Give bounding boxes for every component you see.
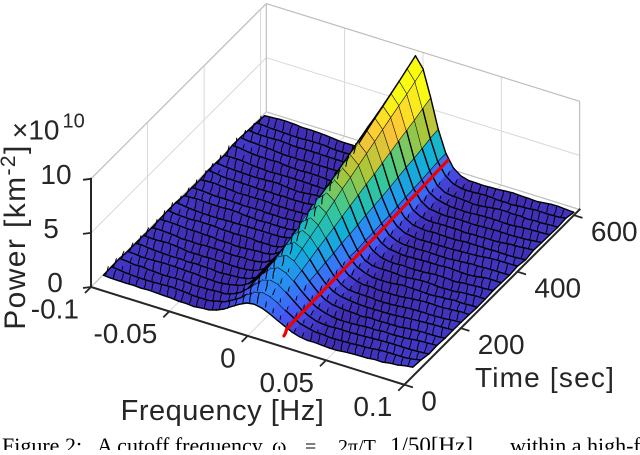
svg-text:A cutoff frequency: A cutoff frequency bbox=[97, 433, 263, 450]
svg-text:10: 10 bbox=[40, 159, 71, 190]
svg-text:200: 200 bbox=[478, 329, 525, 360]
svg-text:within a high-fre: within a high-fre bbox=[510, 433, 640, 450]
svg-text:0.05: 0.05 bbox=[260, 367, 315, 398]
svg-text:ω: ω bbox=[272, 433, 286, 450]
svg-text:1/50[Hz]: 1/50[Hz] bbox=[390, 433, 473, 450]
svg-text:400: 400 bbox=[534, 273, 581, 304]
svg-text:0.1: 0.1 bbox=[353, 391, 392, 422]
svg-text:-0.1: -0.1 bbox=[31, 294, 79, 325]
svg-text:-0.05: -0.05 bbox=[93, 318, 157, 349]
svg-text:2π/T: 2π/T bbox=[338, 436, 376, 450]
svg-text:0: 0 bbox=[220, 342, 236, 373]
svg-text:Frequency [Hz]: Frequency [Hz] bbox=[121, 395, 325, 427]
svg-text:600: 600 bbox=[591, 216, 638, 247]
svg-text:0: 0 bbox=[47, 267, 63, 298]
svg-text:0: 0 bbox=[421, 386, 437, 417]
svg-text:Figure 2:: Figure 2: bbox=[2, 433, 82, 450]
svg-text:=: = bbox=[305, 436, 316, 450]
svg-text:Time [sec]: Time [sec] bbox=[475, 362, 615, 393]
svg-text:5: 5 bbox=[43, 213, 59, 244]
